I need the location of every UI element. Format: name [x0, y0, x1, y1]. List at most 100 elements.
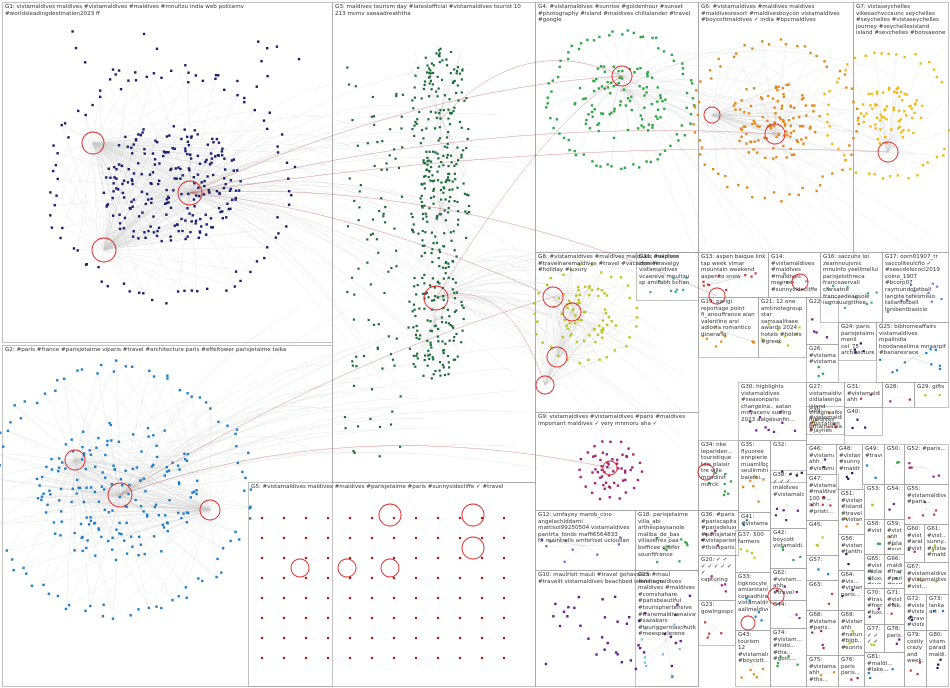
node-g9 [620, 467, 623, 470]
node-g7 [844, 158, 848, 162]
edge [57, 142, 94, 180]
edge [544, 337, 564, 386]
edge [544, 286, 590, 386]
node-g1 [184, 219, 187, 222]
node-g4 [595, 164, 598, 167]
node-g3 [414, 365, 417, 368]
node-g1 [122, 227, 126, 230]
node-g1 [204, 213, 207, 216]
edge [787, 616, 800, 619]
node-g6 [764, 156, 767, 160]
edge [44, 393, 76, 461]
node-g2 [217, 420, 220, 423]
node-g8 [582, 310, 586, 314]
edge [564, 545, 586, 562]
node-g10 [567, 605, 570, 609]
node-g1 [131, 179, 134, 183]
edge [771, 416, 775, 432]
edge [103, 174, 142, 251]
node-g12 [540, 538, 544, 542]
edge [837, 82, 889, 153]
edge [101, 486, 211, 511]
edge [64, 378, 121, 496]
node-g3 [443, 209, 446, 212]
edge [702, 332, 729, 337]
edge [925, 507, 935, 515]
node-g8 [628, 336, 631, 339]
node-g3 [427, 296, 430, 299]
node-g1 [203, 179, 206, 183]
node-g4 [690, 82, 694, 85]
node-g3 [438, 213, 441, 216]
edge [910, 663, 916, 671]
node-g3 [415, 354, 418, 358]
node-g3 [451, 277, 455, 281]
cluster-label-g61: G61: #vist... sunny... #vistam... #maldi… [927, 526, 946, 558]
node-g11 [669, 289, 673, 293]
edge [167, 378, 211, 511]
node-g1 [200, 225, 203, 228]
node-g5 [260, 556, 264, 560]
node-g3 [468, 204, 471, 208]
node-g5 [370, 536, 374, 540]
node-g3 [439, 47, 442, 50]
edge [421, 101, 441, 116]
node-g8 [605, 323, 609, 327]
edge [609, 467, 622, 469]
hub-ring-g8 [542, 286, 564, 308]
edge [74, 459, 91, 607]
edge [740, 549, 753, 556]
cluster-label-g36: G36: #paris #pariscapitale #parisdeluxe … [701, 512, 736, 551]
node-g3 [455, 69, 459, 73]
node-g4 [661, 99, 664, 103]
node-g7 [898, 95, 901, 98]
cluster-label-g46: G46: #vistamaldives ahh #vistama.. [809, 446, 834, 470]
node-g6 [813, 104, 816, 107]
node-g24 [859, 342, 862, 345]
node-g3 [400, 195, 404, 198]
cluster-label-g27: G27: vistamaldives oldlalaengal island v… [809, 384, 842, 430]
node-g8 [601, 327, 605, 330]
cluster-label-g54: G54: [887, 486, 901, 492]
node-g6 [804, 104, 808, 107]
node-g1 [120, 164, 124, 167]
node-g1 [210, 226, 213, 229]
node-g4 [685, 106, 688, 110]
edge [609, 448, 629, 469]
cluster-label-g35: G35: flyuoree ennpierie... muamllbge seu… [741, 442, 768, 481]
node-g7 [885, 105, 889, 108]
node-g12 [619, 536, 622, 539]
node-g3 [450, 239, 453, 242]
node-g7 [908, 105, 911, 108]
cluster-label-g14: G14: #vistamaldives #maldives #maldives … [771, 254, 818, 293]
node-g5 [348, 636, 352, 640]
node-g2 [89, 486, 93, 489]
node-g3 [461, 69, 464, 72]
node-g52 [908, 462, 911, 465]
node-g47 [829, 504, 832, 507]
node-g15 [645, 664, 648, 668]
edge [92, 142, 235, 287]
edge [124, 180, 191, 194]
inter-edge [189, 192, 499, 319]
node-g3 [424, 231, 427, 234]
node-g1 [229, 179, 233, 182]
node-g74 [796, 663, 799, 666]
node-g3 [443, 187, 446, 190]
node-g6 [765, 137, 768, 140]
node-g4 [608, 112, 611, 116]
node-g4 [643, 106, 646, 109]
inter-edge [435, 297, 679, 447]
node-g3 [423, 80, 427, 83]
edge [571, 311, 627, 347]
node-g3 [424, 291, 427, 295]
edge [65, 444, 76, 461]
node-g2 [128, 483, 131, 487]
node-g3 [401, 93, 405, 96]
inter-edge [619, 79, 714, 122]
node-g3 [422, 292, 425, 295]
cluster-label-g2: G2: #paris #france #parisjetaime viparis… [5, 347, 287, 353]
node-g61 [933, 544, 936, 547]
node-g3 [451, 180, 454, 183]
edge [65, 494, 121, 610]
